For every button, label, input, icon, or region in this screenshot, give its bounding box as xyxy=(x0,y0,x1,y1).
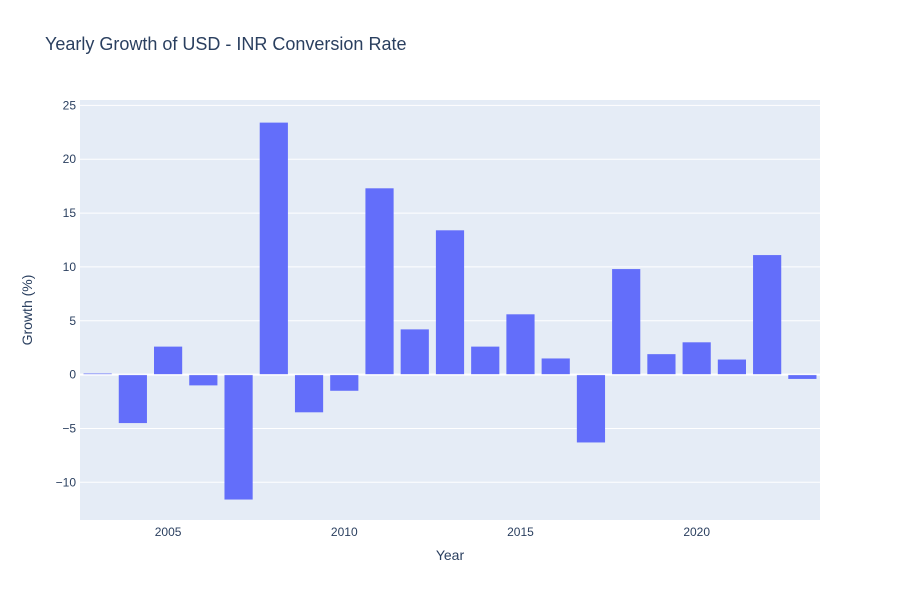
x-axis-title: Year xyxy=(436,547,465,563)
bar xyxy=(83,373,112,375)
x-tick-label: 2005 xyxy=(155,525,182,539)
x-tick-label: 2010 xyxy=(331,525,358,539)
y-ticks: −10 −5 0 5 10 15 20 25 xyxy=(56,98,77,489)
x-tick-label: 2015 xyxy=(507,525,534,539)
y-tick-label: 15 xyxy=(63,206,77,220)
bar xyxy=(118,374,147,424)
bar xyxy=(682,342,711,375)
bar xyxy=(259,122,288,375)
bar xyxy=(506,314,535,375)
bar xyxy=(189,374,218,386)
y-tick-label: −10 xyxy=(56,475,77,489)
bar xyxy=(224,374,253,500)
x-tick-label: 2020 xyxy=(683,525,710,539)
chart-title: Yearly Growth of USD - INR Conversion Ra… xyxy=(45,34,406,54)
bar xyxy=(753,255,782,375)
y-tick-label: 10 xyxy=(63,260,77,274)
bar xyxy=(541,358,570,375)
bars xyxy=(83,122,817,500)
y-tick-label: −5 xyxy=(62,421,76,435)
y-tick-label: 25 xyxy=(63,98,77,112)
bar xyxy=(788,374,817,379)
bar xyxy=(435,230,465,375)
bar xyxy=(365,188,394,375)
bar xyxy=(717,359,746,375)
bar xyxy=(471,346,500,375)
bar xyxy=(612,269,641,375)
x-ticks: 2005 2010 2015 2020 xyxy=(155,525,711,539)
bar xyxy=(330,374,359,391)
bar xyxy=(154,346,183,375)
y-axis-title: Growth (%) xyxy=(19,275,35,346)
bar xyxy=(400,329,429,375)
y-tick-label: 0 xyxy=(69,368,76,382)
bar xyxy=(576,374,606,443)
y-tick-label: 20 xyxy=(63,152,77,166)
y-tick-label: 5 xyxy=(69,314,76,328)
bar xyxy=(294,374,324,413)
bar xyxy=(647,354,676,375)
